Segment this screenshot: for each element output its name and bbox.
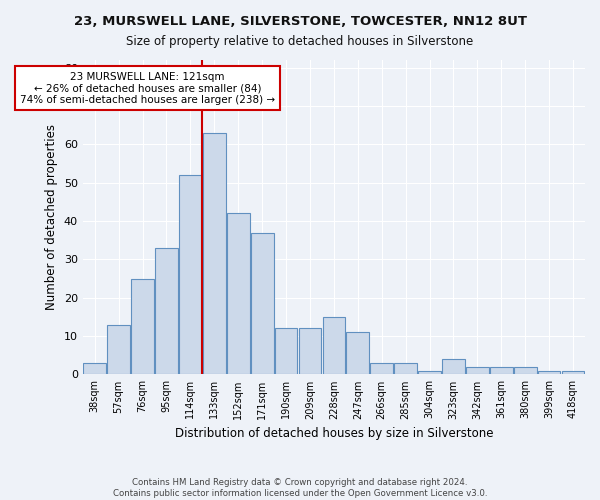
Bar <box>83 363 106 374</box>
Bar <box>131 278 154 374</box>
Bar <box>442 359 465 374</box>
Bar <box>299 328 322 374</box>
Bar <box>562 370 584 374</box>
Bar <box>275 328 298 374</box>
X-axis label: Distribution of detached houses by size in Silverstone: Distribution of detached houses by size … <box>175 427 493 440</box>
Bar <box>323 317 345 374</box>
Bar <box>346 332 369 374</box>
Bar <box>155 248 178 374</box>
Bar <box>538 370 560 374</box>
Text: 23, MURSWELL LANE, SILVERSTONE, TOWCESTER, NN12 8UT: 23, MURSWELL LANE, SILVERSTONE, TOWCESTE… <box>74 15 527 28</box>
Bar <box>514 367 536 374</box>
Y-axis label: Number of detached properties: Number of detached properties <box>45 124 58 310</box>
Bar <box>394 363 417 374</box>
Text: 23 MURSWELL LANE: 121sqm
← 26% of detached houses are smaller (84)
74% of semi-d: 23 MURSWELL LANE: 121sqm ← 26% of detach… <box>20 72 275 104</box>
Bar <box>227 214 250 374</box>
Bar <box>466 367 489 374</box>
Bar <box>179 175 202 374</box>
Bar <box>370 363 393 374</box>
Bar <box>490 367 512 374</box>
Bar <box>418 370 441 374</box>
Text: Contains HM Land Registry data © Crown copyright and database right 2024.
Contai: Contains HM Land Registry data © Crown c… <box>113 478 487 498</box>
Bar <box>251 232 274 374</box>
Bar <box>107 324 130 374</box>
Bar <box>203 133 226 374</box>
Text: Size of property relative to detached houses in Silverstone: Size of property relative to detached ho… <box>127 35 473 48</box>
